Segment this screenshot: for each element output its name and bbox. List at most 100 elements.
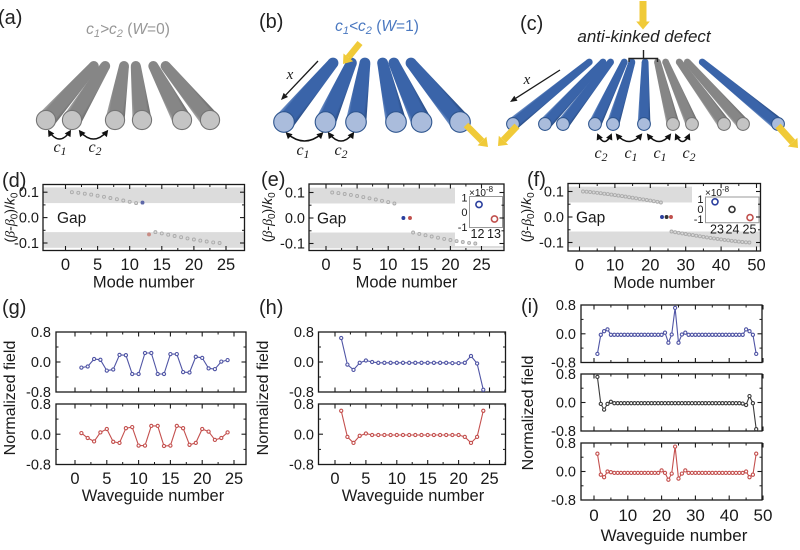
svg-text:c1<c2 (W=1): c1<c2 (W=1) (335, 18, 419, 37)
svg-text:(f): (f) (527, 169, 546, 191)
svg-text:(i): (i) (521, 296, 539, 318)
svg-text:-1: -1 (458, 222, 468, 234)
svg-text:Waveguide number: Waveguide number (82, 487, 225, 505)
svg-text:20: 20 (441, 256, 459, 274)
svg-text:10: 10 (388, 470, 406, 488)
svg-text:0.1: 0.1 (285, 186, 305, 202)
svg-text:1: 1 (697, 194, 703, 206)
svg-text:0.1: 0.1 (19, 185, 39, 201)
svg-text:24: 24 (726, 223, 740, 237)
svg-text:13: 13 (487, 227, 501, 241)
svg-text:0.0: 0.0 (19, 211, 39, 227)
svg-text:c1: c1 (296, 142, 309, 161)
svg-text:Waveguide number: Waveguide number (601, 526, 748, 545)
svg-text:10: 10 (129, 470, 147, 488)
svg-text:-0.1: -0.1 (539, 236, 564, 252)
svg-text:(h): (h) (259, 297, 283, 319)
svg-text:-0.8: -0.8 (26, 458, 51, 474)
svg-text:c2: c2 (594, 145, 607, 164)
svg-text:0.8: 0.8 (556, 298, 576, 314)
svg-text:20: 20 (449, 470, 467, 488)
svg-text:10: 10 (606, 257, 624, 275)
svg-text:c2: c2 (682, 145, 695, 164)
svg-text:0.8: 0.8 (31, 325, 51, 341)
svg-text:0.0: 0.0 (294, 355, 314, 371)
svg-text:50: 50 (747, 257, 765, 275)
svg-text:0.0: 0.0 (556, 465, 576, 481)
svg-text:0: 0 (321, 256, 330, 274)
svg-text:40: 40 (712, 257, 730, 275)
svg-text:(β-β0)/k0: (β-β0)/k0 (2, 192, 21, 242)
svg-text:1: 1 (461, 193, 467, 205)
svg-text:(d): (d) (2, 170, 26, 192)
svg-text:(c): (c) (520, 13, 543, 35)
svg-text:30: 30 (677, 257, 695, 275)
svg-text:15: 15 (410, 256, 428, 274)
svg-text:50: 50 (754, 506, 773, 525)
svg-text:0.0: 0.0 (31, 427, 51, 443)
svg-text:0: 0 (70, 470, 79, 488)
svg-text:25: 25 (480, 470, 498, 488)
svg-text:5: 5 (102, 470, 111, 488)
svg-text:25: 25 (472, 256, 490, 274)
svg-text:-0.8: -0.8 (289, 458, 314, 474)
svg-text:(g): (g) (2, 297, 26, 319)
svg-text:Mode number: Mode number (613, 274, 715, 292)
svg-text:c1: c1 (53, 139, 66, 158)
svg-text:anti-kinked defect: anti-kinked defect (577, 27, 712, 46)
svg-text:10: 10 (379, 256, 397, 274)
svg-text:c2: c2 (88, 139, 101, 158)
svg-text:-0.8: -0.8 (289, 385, 314, 401)
svg-text:Normalized field: Normalized field (2, 341, 19, 456)
svg-text:-0.1: -0.1 (280, 237, 305, 253)
svg-text:(a): (a) (0, 7, 22, 29)
svg-text:25: 25 (743, 223, 757, 237)
svg-text:Gap: Gap (576, 210, 605, 227)
svg-text:-0.8: -0.8 (551, 424, 576, 440)
svg-text:30: 30 (686, 506, 705, 525)
svg-text:0.0: 0.0 (544, 210, 564, 226)
svg-text:0: 0 (461, 207, 467, 219)
svg-text:(b): (b) (259, 11, 283, 33)
svg-text:Mode number: Mode number (356, 274, 458, 292)
svg-text:(β-β0)/k0: (β-β0)/k0 (259, 192, 278, 242)
svg-text:20: 20 (641, 257, 659, 275)
svg-text:(e): (e) (261, 169, 285, 191)
svg-text:0.0: 0.0 (556, 396, 576, 412)
svg-text:0.8: 0.8 (556, 367, 576, 383)
svg-text:0: 0 (697, 204, 703, 216)
svg-text:Mode number: Mode number (93, 274, 195, 292)
svg-text:-0.1: -0.1 (14, 236, 39, 252)
svg-text:5: 5 (361, 470, 370, 488)
svg-text:c1>c2 (W=0): c1>c2 (W=0) (86, 21, 170, 40)
svg-text:0.0: 0.0 (31, 355, 51, 371)
svg-text:Normalized field: Normalized field (255, 341, 272, 456)
svg-text:Gap: Gap (317, 211, 346, 228)
svg-text:12: 12 (471, 227, 485, 241)
svg-text:-0.8: -0.8 (551, 356, 576, 372)
svg-text:0.0: 0.0 (285, 211, 305, 227)
svg-text:Waveguide number: Waveguide number (342, 487, 485, 505)
svg-text:20: 20 (652, 506, 671, 525)
svg-text:25: 25 (225, 470, 243, 488)
svg-text:10: 10 (618, 506, 637, 525)
svg-text:5: 5 (353, 256, 362, 274)
svg-text:0.8: 0.8 (31, 397, 51, 413)
svg-text:15: 15 (153, 256, 171, 274)
svg-text:c1: c1 (653, 145, 666, 164)
svg-text:0.8: 0.8 (556, 436, 576, 452)
svg-text:10: 10 (121, 256, 139, 274)
svg-text:-0.8: -0.8 (551, 493, 576, 509)
svg-text:-0.8: -0.8 (26, 385, 51, 401)
svg-text:0: 0 (61, 256, 70, 274)
svg-text:0.8: 0.8 (294, 397, 314, 413)
svg-text:0.1: 0.1 (544, 185, 564, 201)
svg-text:40: 40 (720, 506, 739, 525)
svg-text:0.0: 0.0 (556, 327, 576, 343)
svg-text:-1: -1 (694, 214, 704, 226)
svg-text:0: 0 (575, 257, 584, 275)
svg-text:c1: c1 (624, 145, 637, 164)
svg-text:Gap: Gap (57, 210, 86, 227)
svg-text:Normalized field: Normalized field (520, 356, 537, 471)
svg-text:20: 20 (185, 256, 203, 274)
